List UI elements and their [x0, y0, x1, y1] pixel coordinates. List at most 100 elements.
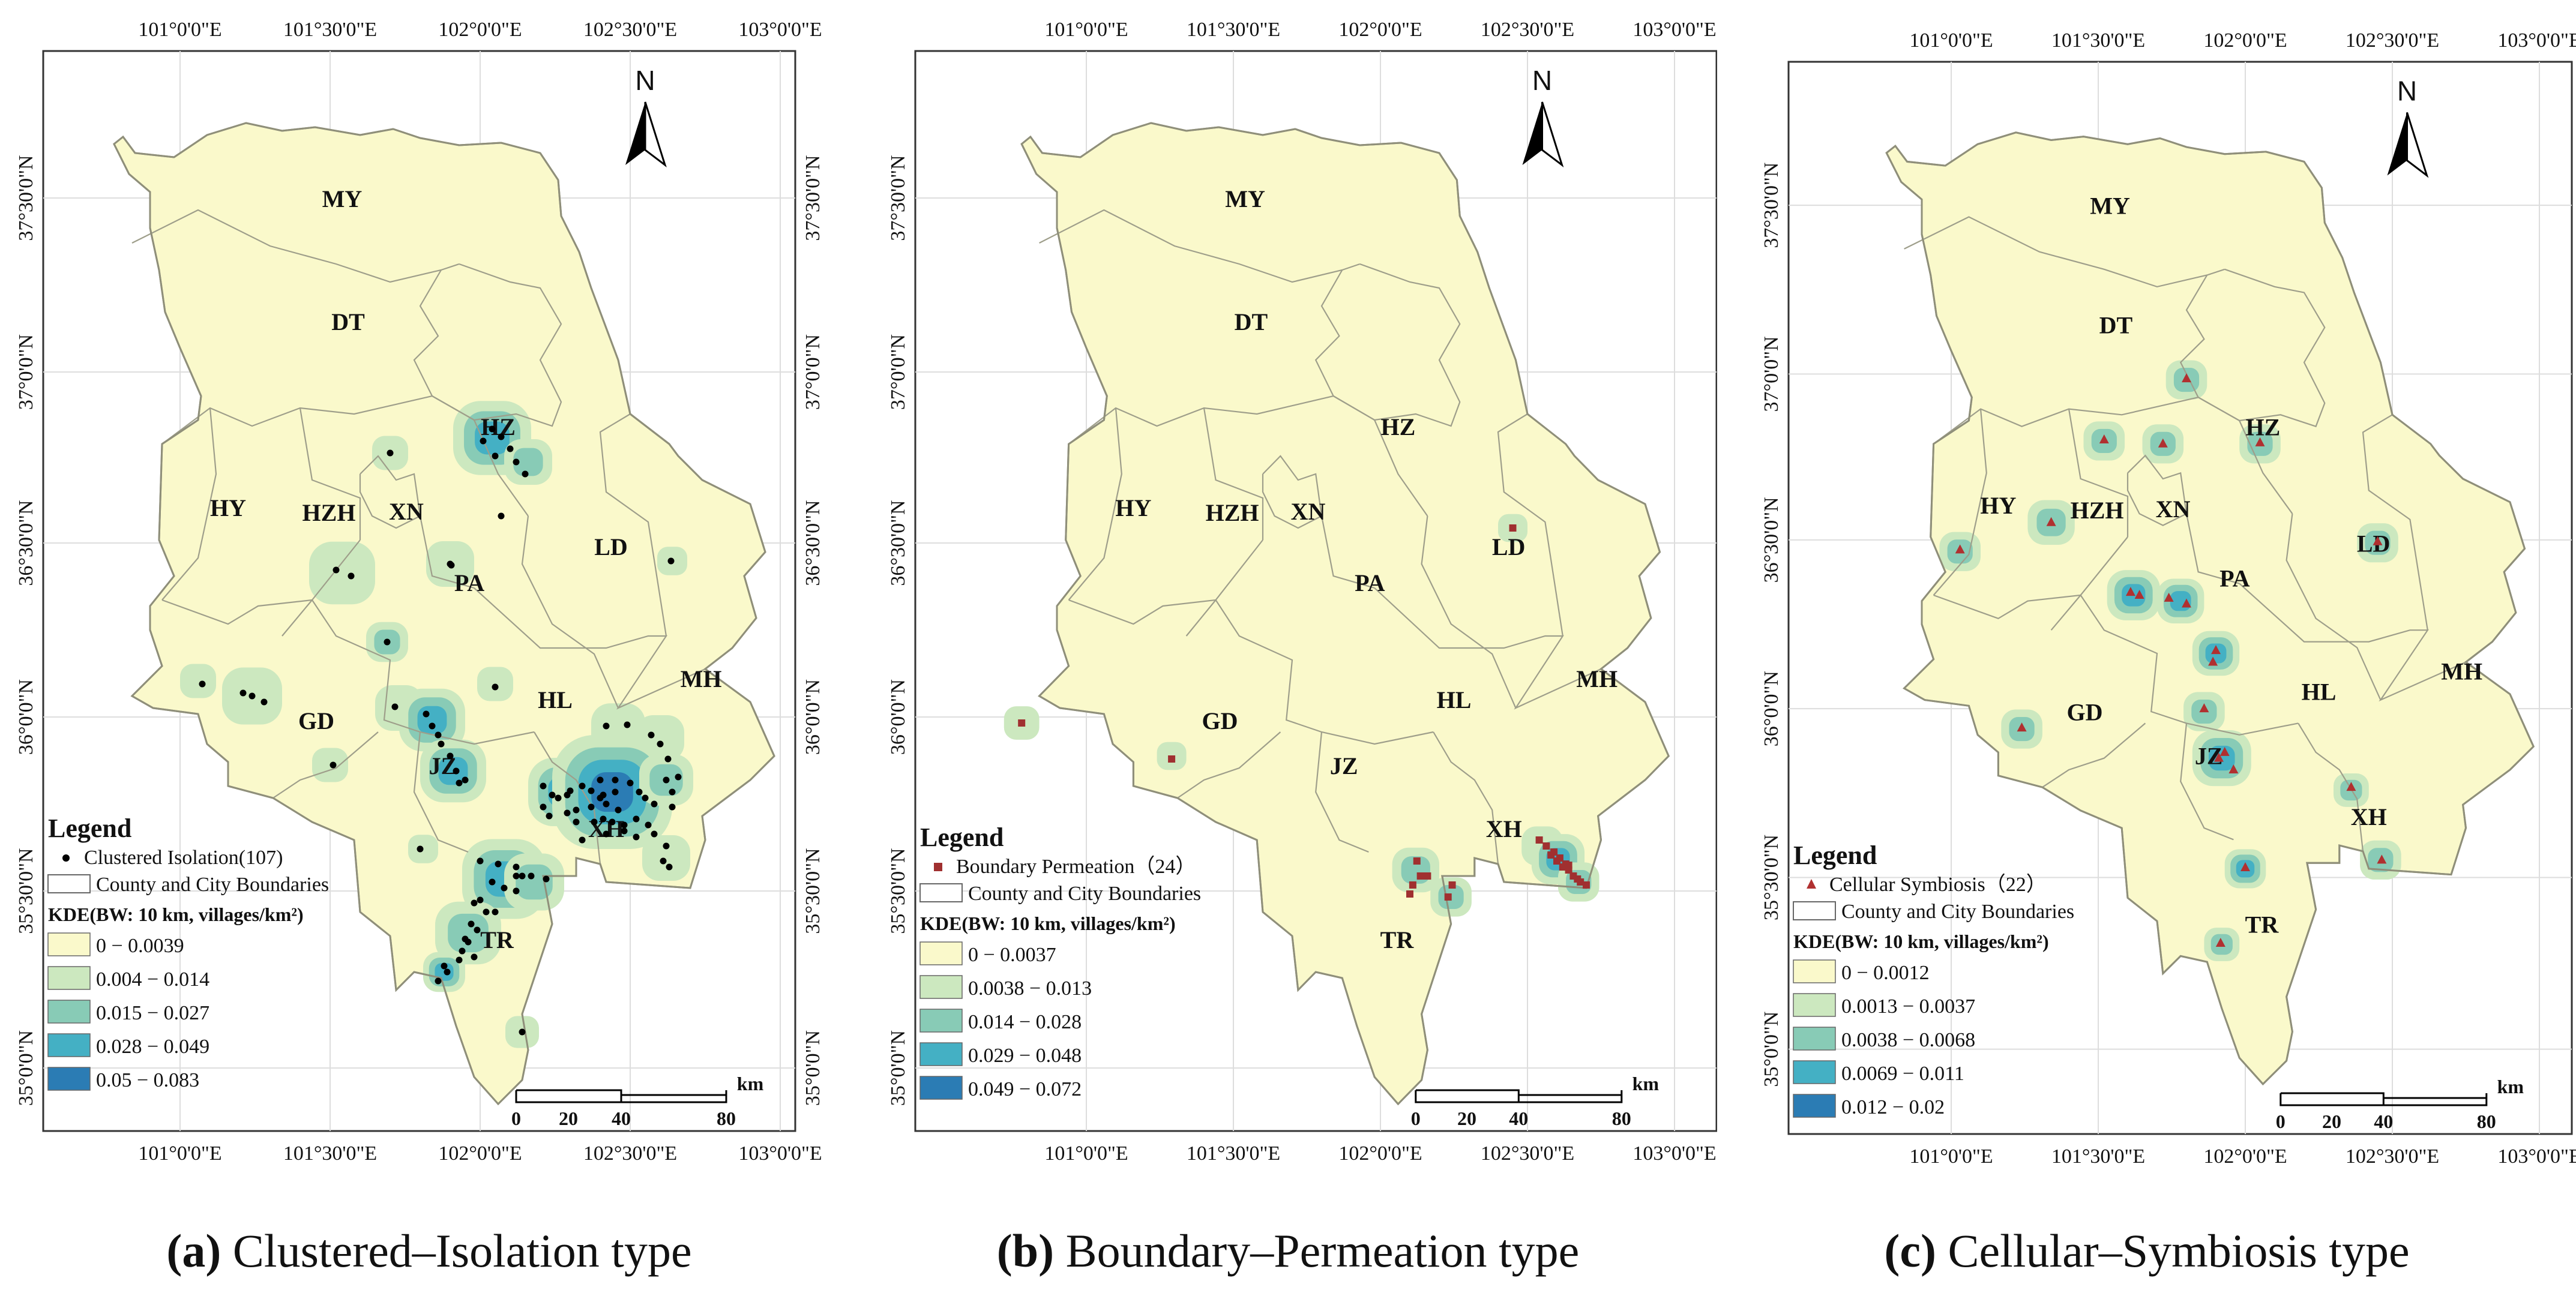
lon-tick-label-top: 102°30'0"E — [1481, 19, 1574, 41]
scale-bar-segment — [516, 1089, 622, 1102]
lon-tick-label-top: 103°0'0"E — [2497, 29, 2576, 52]
legend-kde-swatch — [919, 975, 963, 999]
lon-tick-label-top: 102°0'0"E — [1338, 19, 1422, 41]
lat-tick-label-left: 36°0'0"N — [887, 679, 909, 755]
legend-kde-class: 0.05 − 0.083 — [96, 1069, 199, 1091]
lon-tick-label-top: 102°30'0"E — [2346, 29, 2439, 52]
scale-tick-label: 80 — [717, 1108, 736, 1129]
lon-tick-label-top: 101°0'0"E — [1044, 19, 1128, 41]
region-label-pa: PA — [454, 569, 484, 596]
clustered-isolation-point — [612, 776, 619, 784]
kde-cell — [513, 448, 543, 476]
legend-title: Legend — [920, 823, 1004, 852]
county-boundary — [1039, 209, 1361, 283]
cellular-symbiosis-point — [2208, 656, 2218, 666]
clustered-isolation-point — [489, 425, 496, 433]
lon-tick-label-top: 102°30'0"E — [583, 19, 677, 41]
county-boundary — [2042, 722, 2146, 788]
clustered-isolation-point — [579, 836, 586, 844]
lat-tick-label-left: 36°30'0"N — [887, 500, 909, 586]
kde-cell — [2209, 745, 2235, 771]
scale-tick-label: 0 — [2276, 1111, 2286, 1132]
scale-bar-segment — [1415, 1089, 1520, 1102]
cellular-symbiosis-point — [1955, 544, 1965, 554]
region-label-gd: GD — [2066, 699, 2102, 726]
study-area-outline — [113, 122, 775, 1106]
kde-cell — [642, 835, 690, 881]
region-label-dt: DT — [331, 308, 365, 335]
cellular-symbiosis-point — [2377, 854, 2387, 864]
legend-kde-swatch — [47, 966, 91, 990]
lon-tick-label-bottom: 101°0'0"E — [1909, 1145, 1993, 1168]
county-boundary — [2180, 723, 2234, 841]
legend-boundary-label: County and City Boundaries — [96, 874, 329, 896]
clustered-isolation-point — [495, 860, 502, 868]
boundary-permeation-point — [1409, 881, 1416, 889]
clustered-isolation-point — [588, 787, 595, 794]
clustered-isolation-point — [555, 794, 562, 802]
county-boundary — [161, 539, 361, 625]
boundary-permeation-point — [1542, 842, 1550, 850]
legend-kde-class: 0 − 0.0037 — [968, 944, 1056, 966]
map-b: 101°0'0"E 101°0'0"E 101°30'0"E 101°30'0"E 10… — [887, 19, 1717, 1165]
lat-tick-label-left: 36°0'0"N — [1760, 671, 1783, 746]
clustered-isolation-point — [468, 920, 475, 928]
scale-tick-label: 40 — [1509, 1108, 1528, 1129]
clustered-isolation-point — [492, 683, 499, 691]
clustered-isolation-point — [453, 767, 460, 775]
clustered-isolation-point — [591, 818, 598, 826]
clustered-isolation-point — [633, 815, 640, 823]
clustered-isolation-point — [666, 863, 673, 871]
region-label-hzh: HZH — [1206, 499, 1259, 526]
clustered-isolation-point — [438, 740, 445, 748]
cellular-symbiosis-point — [2215, 938, 2225, 947]
lon-tick-label-top: 101°0'0"E — [1909, 29, 1993, 52]
boundary-permeation-point — [1444, 893, 1452, 901]
lat-tick-label-left: 37°30'0"N — [1760, 163, 1783, 248]
county-boundary — [2286, 514, 2382, 701]
cellular-symbiosis-point — [2046, 517, 2056, 526]
region-label-mh: MH — [2441, 658, 2482, 685]
region-label-my: MY — [322, 185, 363, 212]
clustered-isolation-point — [540, 782, 547, 790]
legend-marker-icon — [934, 863, 942, 871]
clustered-isolation-point — [498, 433, 505, 440]
clustered-isolation-point — [645, 821, 652, 829]
cellular-symbiosis-point — [2228, 764, 2239, 773]
clustered-isolation-point — [651, 830, 658, 838]
lat-tick-label-right: 35°30'0"N — [802, 848, 824, 934]
lon-tick-label-bottom: 102°0'0"E — [438, 1142, 522, 1165]
cellular-symbiosis-point — [2255, 437, 2265, 446]
clustered-isolation-point — [669, 803, 676, 811]
legend-kde-swatch — [919, 941, 963, 965]
lon-tick-label-bottom: 102°0'0"E — [1338, 1142, 1422, 1165]
region-label-hy: HY — [210, 494, 246, 521]
map-c: 101°0'0"E 101°0'0"E 101°30'0"E 101°30'0"E 10… — [1760, 29, 2576, 1168]
kde-cell — [516, 864, 553, 900]
region-label-xn: XN — [1291, 498, 1326, 525]
clustered-isolation-point — [621, 827, 628, 835]
north-arrow-icon — [1522, 102, 1542, 165]
clustered-isolation-point — [660, 857, 667, 865]
map-panel-c: 101°0'0"E 101°0'0"E 101°30'0"E 101°30'0"E 10… — [1718, 0, 2576, 1296]
region-label-mh: MH — [1576, 665, 1618, 692]
county-boundary — [1333, 263, 1461, 427]
clustered-isolation-point — [519, 872, 526, 880]
clustered-isolation-point — [489, 878, 496, 886]
legend-marker-icon — [62, 854, 70, 862]
county-boundary — [419, 515, 475, 589]
boundary-permeation-point — [1406, 890, 1413, 898]
legend-boundary-label: County and City Boundaries — [1841, 901, 2074, 923]
clustered-isolation-point — [199, 680, 206, 688]
lon-tick-label-bottom: 101°30'0"E — [1187, 1142, 1280, 1165]
legend-kde-class: 0.012 − 0.02 — [1841, 1096, 1945, 1118]
lat-tick-label-left: 35°0'0"N — [1760, 1012, 1783, 1087]
region-label-hy: HY — [1115, 494, 1151, 521]
clustered-isolation-point — [483, 908, 490, 916]
clustered-isolation-point — [543, 875, 550, 883]
legend-boundary-swatch — [919, 883, 963, 902]
clustered-isolation-point — [675, 773, 682, 781]
legend-kde-swatch — [47, 932, 91, 956]
county-boundary — [1933, 397, 2293, 514]
caption-a: (a) Clustered–Isolation type — [166, 1225, 692, 1277]
